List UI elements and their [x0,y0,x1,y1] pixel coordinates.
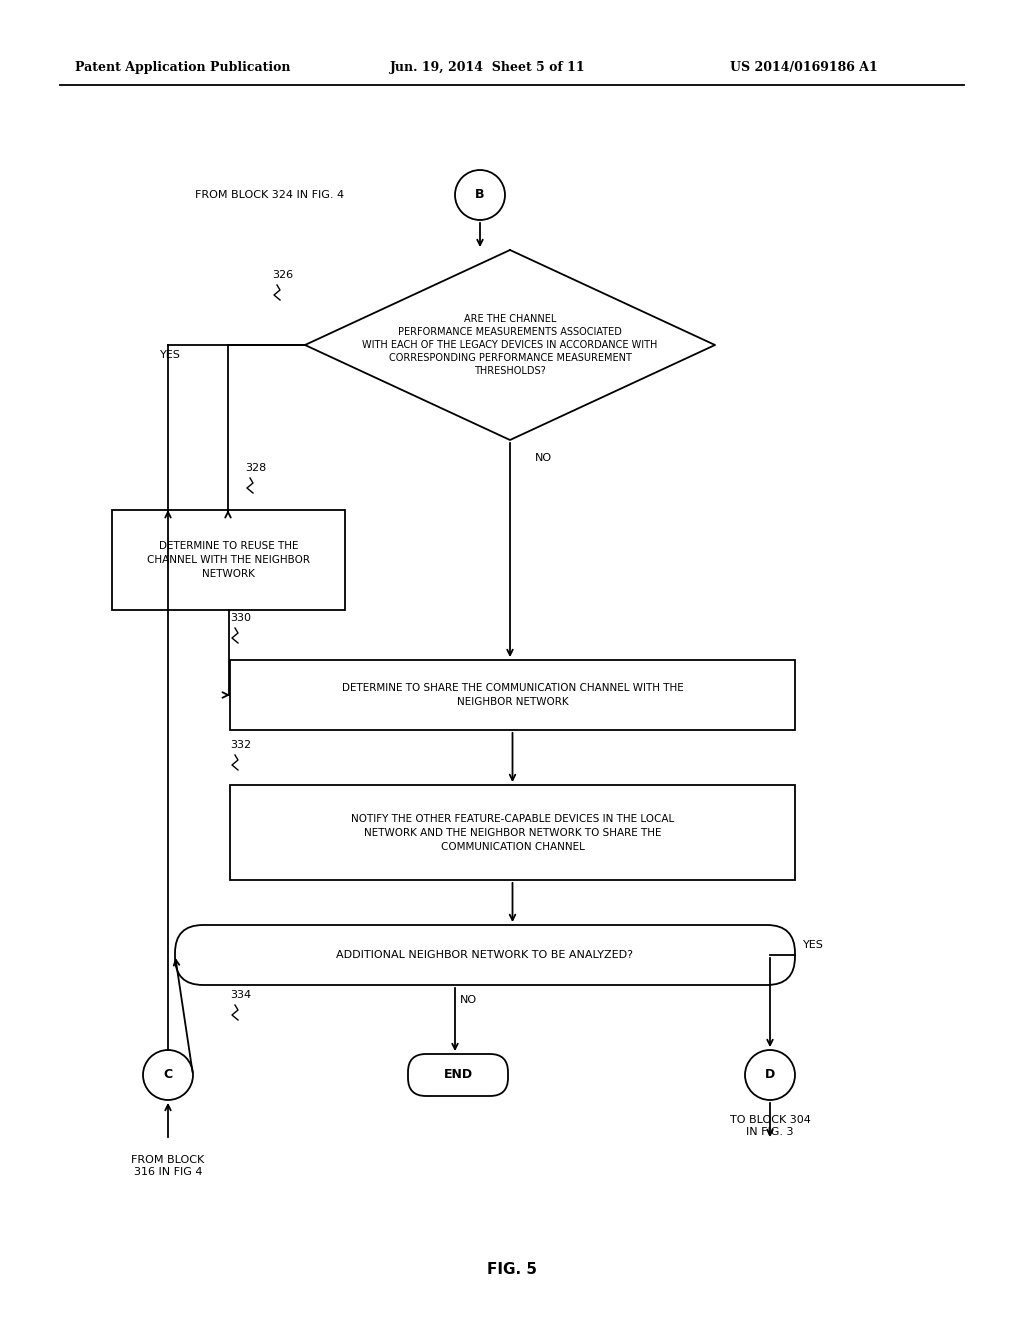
Text: 326: 326 [272,271,293,280]
Text: NOTIFY THE OTHER FEATURE-CAPABLE DEVICES IN THE LOCAL
NETWORK AND THE NEIGHBOR N: NOTIFY THE OTHER FEATURE-CAPABLE DEVICES… [351,813,674,851]
Text: D: D [765,1068,775,1081]
Text: Jun. 19, 2014  Sheet 5 of 11: Jun. 19, 2014 Sheet 5 of 11 [390,62,586,74]
Text: FROM BLOCK 324 IN FIG. 4: FROM BLOCK 324 IN FIG. 4 [195,190,344,201]
Text: Patent Application Publication: Patent Application Publication [75,62,291,74]
Text: ADDITIONAL NEIGHBOR NETWORK TO BE ANALYZED?: ADDITIONAL NEIGHBOR NETWORK TO BE ANALYZ… [337,950,634,960]
Text: 328: 328 [245,463,266,473]
Text: TO BLOCK 304
IN FIG. 3: TO BLOCK 304 IN FIG. 3 [729,1115,810,1137]
Text: FROM BLOCK
316 IN FIG 4: FROM BLOCK 316 IN FIG 4 [131,1155,205,1176]
Text: YES: YES [160,350,180,360]
Text: B: B [475,189,484,202]
Text: DETERMINE TO REUSE THE
CHANNEL WITH THE NEIGHBOR
NETWORK: DETERMINE TO REUSE THE CHANNEL WITH THE … [147,541,310,579]
Text: ARE THE CHANNEL
PERFORMANCE MEASUREMENTS ASSOCIATED
WITH EACH OF THE LEGACY DEVI: ARE THE CHANNEL PERFORMANCE MEASUREMENTS… [362,314,657,376]
Text: FIG. 5: FIG. 5 [487,1262,537,1278]
Text: END: END [443,1068,472,1081]
Text: NO: NO [460,995,477,1005]
Text: 334: 334 [230,990,251,1001]
Text: NO: NO [535,453,552,463]
Text: YES: YES [803,940,824,950]
Text: 330: 330 [230,612,251,623]
Text: 332: 332 [230,741,251,750]
Text: US 2014/0169186 A1: US 2014/0169186 A1 [730,62,878,74]
Text: C: C [164,1068,173,1081]
Text: DETERMINE TO SHARE THE COMMUNICATION CHANNEL WITH THE
NEIGHBOR NETWORK: DETERMINE TO SHARE THE COMMUNICATION CHA… [342,682,683,708]
